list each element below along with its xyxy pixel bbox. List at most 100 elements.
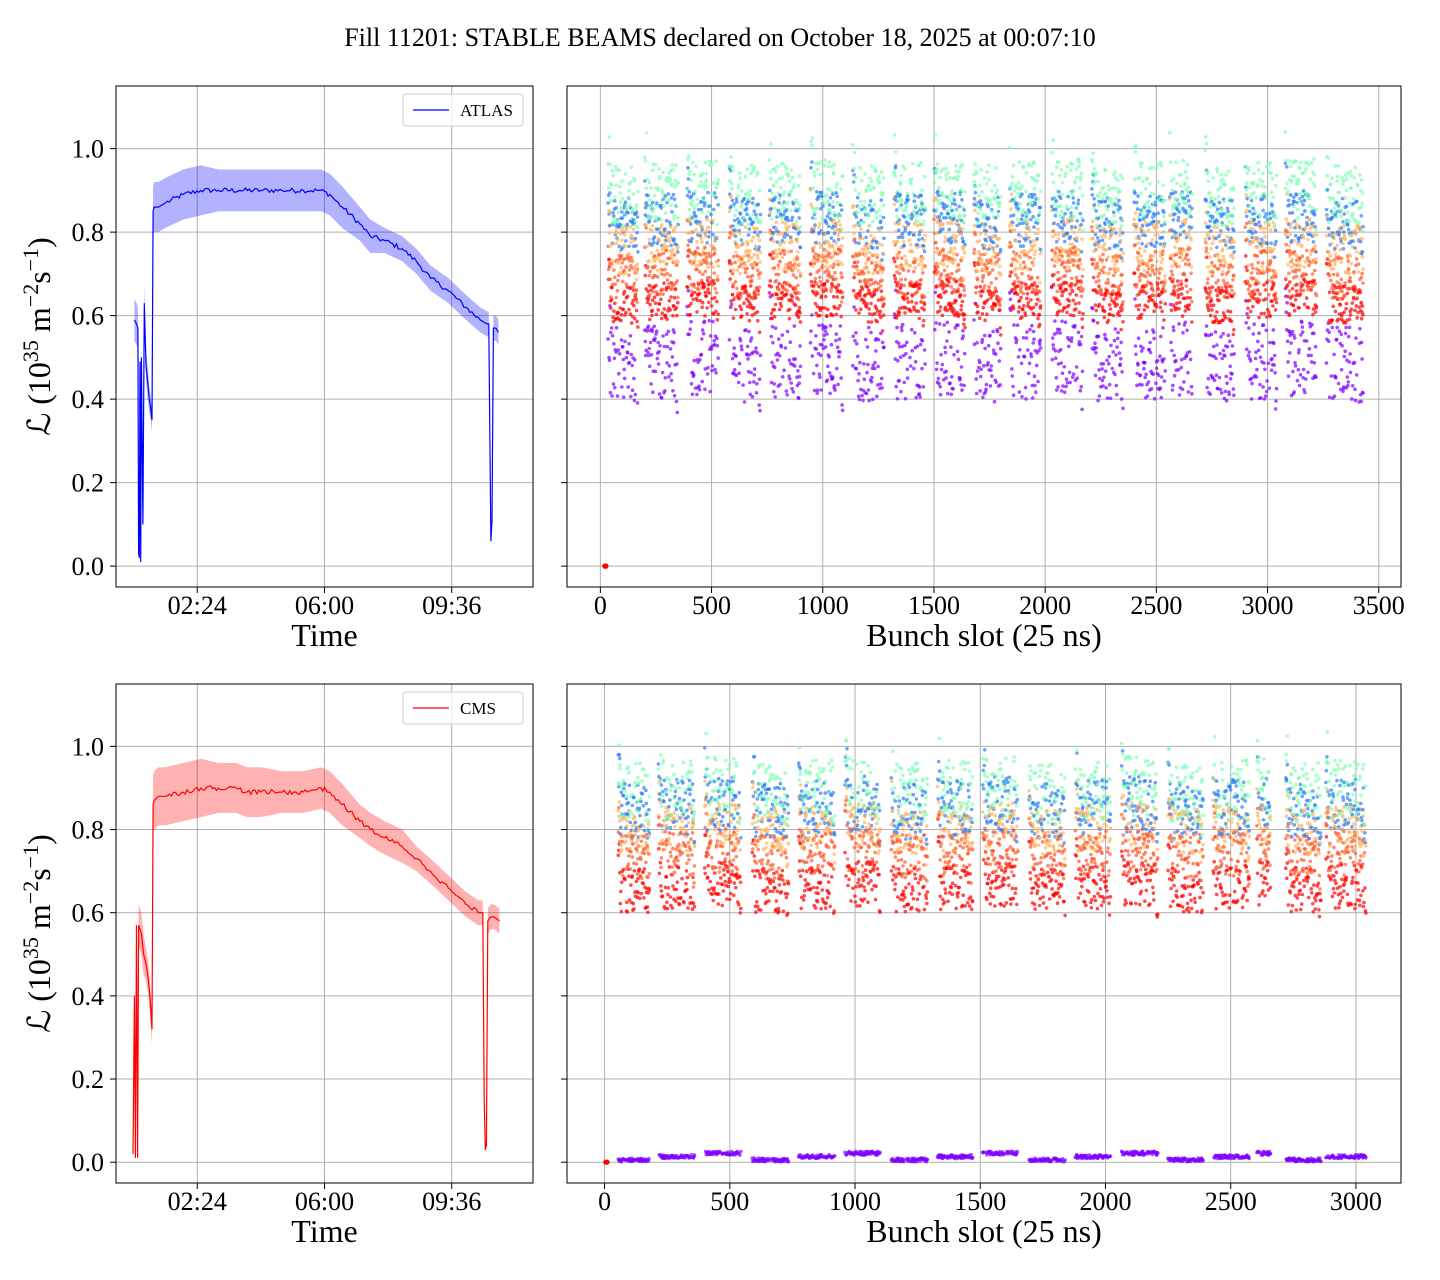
bunch-point [981, 395, 985, 400]
bunch-point [821, 201, 826, 205]
bunch-point [982, 364, 986, 368]
bunch-point [1054, 210, 1059, 215]
bunch-point [1111, 210, 1116, 214]
bunch-point [689, 319, 693, 324]
bunch-point [915, 210, 919, 215]
bunch-point [1078, 262, 1083, 266]
bunch-point [996, 252, 1000, 257]
bunch-point [705, 278, 710, 283]
bunch-point [655, 268, 660, 273]
bunch-point [609, 330, 613, 335]
bunch-point [1106, 255, 1111, 259]
bunch-point [635, 401, 640, 405]
bunch-point [827, 371, 832, 375]
bunch-point [694, 164, 698, 169]
bunch-point [1050, 357, 1055, 362]
bunch-point [1032, 374, 1037, 379]
bunch-point [645, 177, 650, 182]
bunch-point [788, 179, 792, 183]
bunch-point [1140, 383, 1144, 387]
bunch-point [1174, 231, 1178, 235]
bunch-point [1113, 327, 1118, 331]
bunch-point [824, 325, 828, 330]
bunch-point [1118, 189, 1123, 194]
bunch-point [730, 187, 734, 191]
bunch-point [607, 257, 611, 262]
bunch-point [1058, 276, 1063, 281]
bunch-point [749, 336, 754, 340]
bunch-point [816, 253, 821, 257]
bunch-point [696, 360, 700, 365]
bunch-point [790, 295, 795, 299]
bunch-point [1115, 392, 1119, 397]
bunch-point [904, 306, 908, 310]
bunch-point [811, 264, 815, 269]
bunch-point [612, 309, 616, 313]
bunch-point [948, 276, 953, 280]
bunch-point [1077, 301, 1081, 305]
bunch-point [834, 312, 839, 317]
bunch-point [860, 287, 865, 291]
bunch-point [1121, 406, 1125, 411]
bunch-point [1184, 278, 1189, 282]
bunch-point [607, 231, 612, 235]
bunch-point [1072, 215, 1076, 219]
bunch-point [699, 236, 704, 241]
bunch-point [616, 210, 621, 215]
bunch-point [1015, 323, 1020, 328]
bunch-point [920, 228, 924, 233]
bunch-point [1117, 351, 1122, 355]
bunch-point [617, 352, 622, 356]
bunch-point [754, 212, 758, 217]
bunch-point [1038, 251, 1043, 256]
bunch-point [941, 247, 946, 252]
bunch-point [1117, 210, 1121, 214]
bunch-point [1219, 263, 1223, 268]
bunch-point [790, 175, 795, 180]
bunch-point [1021, 291, 1026, 296]
bunch-point [690, 203, 694, 207]
bunch-point [903, 277, 908, 282]
bunch-point [1136, 267, 1140, 272]
bunch-point [1179, 292, 1184, 296]
bunch-point [714, 291, 719, 295]
bunch-point [1010, 223, 1014, 227]
bunch-point [671, 168, 675, 172]
bunch-point [733, 228, 737, 232]
bunch-point [1014, 183, 1018, 187]
bunch-point [791, 273, 796, 277]
bunch-point [933, 290, 938, 295]
bunch-point [735, 200, 739, 204]
bunch-point [653, 336, 657, 341]
bunch-point [1056, 270, 1060, 275]
bunch-point [655, 292, 660, 297]
bunch-point [1054, 356, 1058, 361]
bunch-point [873, 360, 877, 365]
x-tick-label: 09:36 [422, 591, 481, 620]
x-tick-label: 02:24 [168, 591, 227, 620]
bunch-point [693, 189, 697, 194]
bunch-point [864, 391, 869, 396]
bunch-point [987, 247, 991, 251]
bunch-point [954, 169, 958, 174]
bunch-point [736, 183, 741, 187]
bunch-point [1021, 307, 1025, 312]
bunch-point [957, 204, 962, 209]
bunch-point [651, 240, 656, 245]
bunch-point [768, 279, 773, 283]
bunch-point [789, 249, 793, 254]
bunch-point [1145, 177, 1149, 182]
bunch-point [715, 318, 720, 322]
bunch-point [1158, 354, 1162, 359]
bunch-point [1119, 357, 1123, 361]
bunch-point [690, 216, 695, 220]
bunch-point [750, 273, 755, 278]
bunch-point [1091, 219, 1095, 224]
bunch-point [1078, 342, 1083, 347]
bunch-point [646, 297, 651, 302]
bunch-point [910, 250, 914, 254]
bunch-point [1118, 362, 1123, 367]
bunch-point [703, 387, 707, 392]
bunch-point [671, 389, 675, 393]
